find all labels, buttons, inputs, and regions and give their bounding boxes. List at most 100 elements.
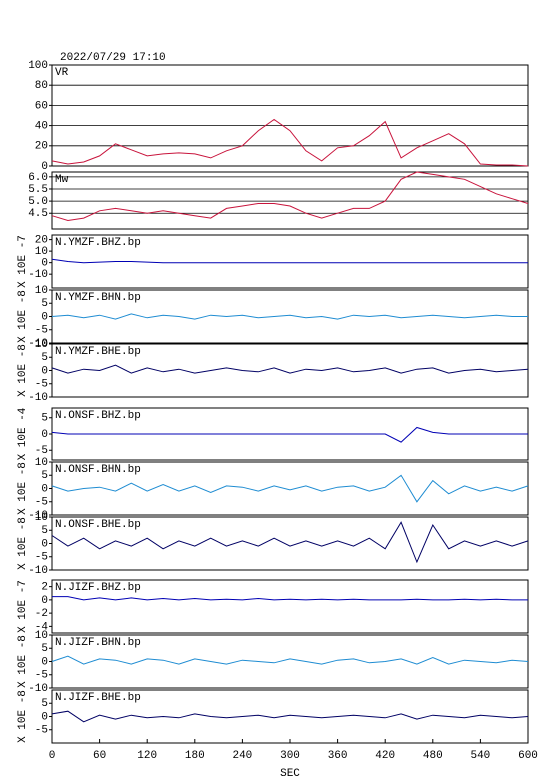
y-tick-label: -10 xyxy=(28,392,48,404)
y-tick-label: 10 xyxy=(35,630,48,642)
x-tick-label: 600 xyxy=(518,750,538,762)
trace xyxy=(51,313,528,320)
y-tick-label: 5 xyxy=(41,352,48,364)
y-unit-label: X 10E -8 xyxy=(17,462,29,515)
y-tick-label: 6.0 xyxy=(28,172,48,184)
y-unit-label: X 10E -8 xyxy=(17,690,29,743)
trace xyxy=(51,364,529,374)
y-tick-label: 5 xyxy=(41,298,48,310)
y-tick-label: -5 xyxy=(35,725,48,737)
y-tick-label: 5 xyxy=(41,525,48,537)
y-unit-label: X 10E -8 xyxy=(17,290,29,343)
y-tick-label: -5 xyxy=(35,379,48,391)
y-tick-label: 0 xyxy=(41,483,48,495)
trace xyxy=(51,118,529,167)
y-unit-label: X 10E -8 xyxy=(17,517,29,570)
x-tick-label: 360 xyxy=(328,750,348,762)
panel-frame xyxy=(51,461,529,516)
y-tick-label: -4 xyxy=(35,621,49,633)
y-tick-label: 4.5 xyxy=(28,208,48,220)
y-tick-label: -5 xyxy=(35,445,48,457)
panel-label: VR xyxy=(55,67,69,79)
y-tick-label: 20 xyxy=(35,141,48,153)
y-tick-label: 5 xyxy=(41,643,48,655)
y-unit-label: X 10E -8 xyxy=(17,635,29,688)
panel-frame xyxy=(51,516,529,571)
x-tick-label: 300 xyxy=(280,750,300,762)
y-unit-label: X 10E -7 xyxy=(17,580,29,633)
y-tick-label: 5 xyxy=(41,698,48,710)
y-unit-label: X 10E -7 xyxy=(17,235,29,288)
x-tick-label: 120 xyxy=(137,750,157,762)
panel-frame xyxy=(51,64,529,167)
trace xyxy=(52,596,528,601)
y-tick-label: -10 xyxy=(28,269,48,281)
y-tick-label: -10 xyxy=(28,683,48,695)
panel-frame xyxy=(51,171,529,230)
trace xyxy=(51,521,529,564)
y-tick-label: -5 xyxy=(35,670,48,682)
trace xyxy=(51,655,529,665)
y-tick-label: 2 xyxy=(41,582,48,594)
trace xyxy=(51,426,528,443)
y-unit-label: X 10E -4 xyxy=(17,407,29,460)
y-tick-label: 0 xyxy=(41,711,48,723)
panel-frame xyxy=(51,234,529,289)
trace xyxy=(51,258,528,264)
y-tick-label: 0 xyxy=(41,538,48,550)
panel-label: N.ONSF.BHN.bp xyxy=(55,464,141,476)
y-tick-label: 10 xyxy=(35,512,48,524)
x-tick-label: 480 xyxy=(423,750,443,762)
y-tick-label: -5 xyxy=(35,497,48,509)
y-tick-label: -10 xyxy=(28,510,48,522)
x-tick-label: 420 xyxy=(375,750,395,762)
y-tick-label: -5 xyxy=(35,325,48,337)
y-tick-label: 60 xyxy=(35,100,48,112)
y-tick-label: -2 xyxy=(35,608,48,620)
trace xyxy=(51,171,529,222)
panel-label: N.JIZF.BHN.bp xyxy=(55,637,141,649)
panel-frame xyxy=(51,343,529,398)
panel-label: N.ONSF.BHZ.bp xyxy=(55,410,141,422)
x-tick-label: 240 xyxy=(232,750,252,762)
y-tick-label: 10 xyxy=(35,457,48,469)
panel-label: N.JIZF.BHZ.bp xyxy=(55,582,141,594)
trace xyxy=(51,474,529,503)
y-tick-label: 0 xyxy=(41,258,48,270)
y-tick-label: 10 xyxy=(35,339,48,351)
y-tick-label: 5.5 xyxy=(28,184,48,196)
panel-label: N.YMZF.BHN.bp xyxy=(55,292,141,304)
y-tick-label: 100 xyxy=(28,60,48,72)
y-tick-label: 0 xyxy=(41,595,48,607)
y-tick-label: 5 xyxy=(41,470,48,482)
x-tick-label: 60 xyxy=(93,750,106,762)
y-unit-label: X 10E -8 xyxy=(17,344,29,397)
y-tick-label: 0 xyxy=(41,311,48,323)
chart-title: 2022/07/29 17:10 xyxy=(60,52,166,64)
y-tick-label: 80 xyxy=(35,80,48,92)
y-tick-label: 20 xyxy=(35,235,48,247)
x-tick-label: 0 xyxy=(49,750,56,762)
trace xyxy=(51,710,529,723)
y-tick-label: 10 xyxy=(35,246,48,258)
y-tick-label: -5 xyxy=(35,552,48,564)
y-tick-label: -10 xyxy=(28,565,48,577)
x-tick-label: 540 xyxy=(470,750,490,762)
panel-label: Mw xyxy=(55,174,69,186)
y-tick-label: 0 xyxy=(41,656,48,668)
y-tick-label: 10 xyxy=(35,285,48,297)
panel-frame xyxy=(51,579,529,634)
x-tick-label: 180 xyxy=(185,750,205,762)
y-tick-label: 40 xyxy=(35,121,48,133)
panel-label: N.JIZF.BHE.bp xyxy=(55,692,141,704)
y-tick-label: 0 xyxy=(41,365,48,377)
y-tick-label: 5.0 xyxy=(28,196,48,208)
panel-label: N.ONSF.BHE.bp xyxy=(55,519,141,531)
panel-label: N.YMZF.BHE.bp xyxy=(55,346,141,358)
y-tick-label: 0 xyxy=(41,429,48,441)
panel-label: N.YMZF.BHZ.bp xyxy=(55,237,141,249)
x-axis-label: SEC xyxy=(280,768,300,780)
y-tick-label: 5 xyxy=(41,413,48,425)
y-tick-label: 0 xyxy=(41,161,48,173)
